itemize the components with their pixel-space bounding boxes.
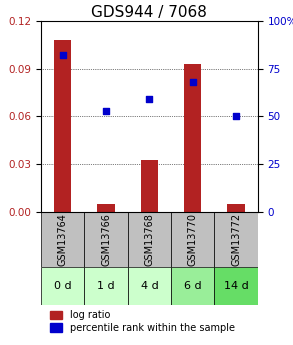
Point — [234, 114, 239, 119]
Point — [147, 97, 152, 102]
Bar — [184, 64, 202, 212]
FancyBboxPatch shape — [41, 212, 84, 267]
FancyBboxPatch shape — [214, 267, 258, 305]
Title: GDS944 / 7068: GDS944 / 7068 — [91, 4, 207, 20]
Bar — [97, 204, 115, 212]
FancyBboxPatch shape — [214, 212, 258, 267]
FancyBboxPatch shape — [41, 267, 84, 305]
Bar — [227, 204, 245, 212]
FancyBboxPatch shape — [171, 212, 214, 267]
Bar — [141, 159, 158, 212]
Text: 14 d: 14 d — [224, 281, 248, 291]
FancyBboxPatch shape — [128, 212, 171, 267]
FancyBboxPatch shape — [84, 212, 128, 267]
FancyBboxPatch shape — [128, 267, 171, 305]
Text: 6 d: 6 d — [184, 281, 202, 291]
Text: GSM13768: GSM13768 — [144, 213, 154, 266]
FancyBboxPatch shape — [171, 267, 214, 305]
Text: GSM13766: GSM13766 — [101, 213, 111, 266]
Bar — [54, 40, 71, 212]
Point — [190, 79, 195, 85]
Text: 0 d: 0 d — [54, 281, 71, 291]
FancyBboxPatch shape — [84, 267, 128, 305]
Point — [60, 52, 65, 58]
Text: GSM13764: GSM13764 — [58, 213, 68, 266]
Text: 4 d: 4 d — [141, 281, 158, 291]
Text: GSM13770: GSM13770 — [188, 213, 198, 266]
Point — [104, 108, 108, 114]
Text: GSM13772: GSM13772 — [231, 213, 241, 266]
Text: 1 d: 1 d — [97, 281, 115, 291]
Legend: log ratio, percentile rank within the sample: log ratio, percentile rank within the sa… — [50, 310, 235, 333]
